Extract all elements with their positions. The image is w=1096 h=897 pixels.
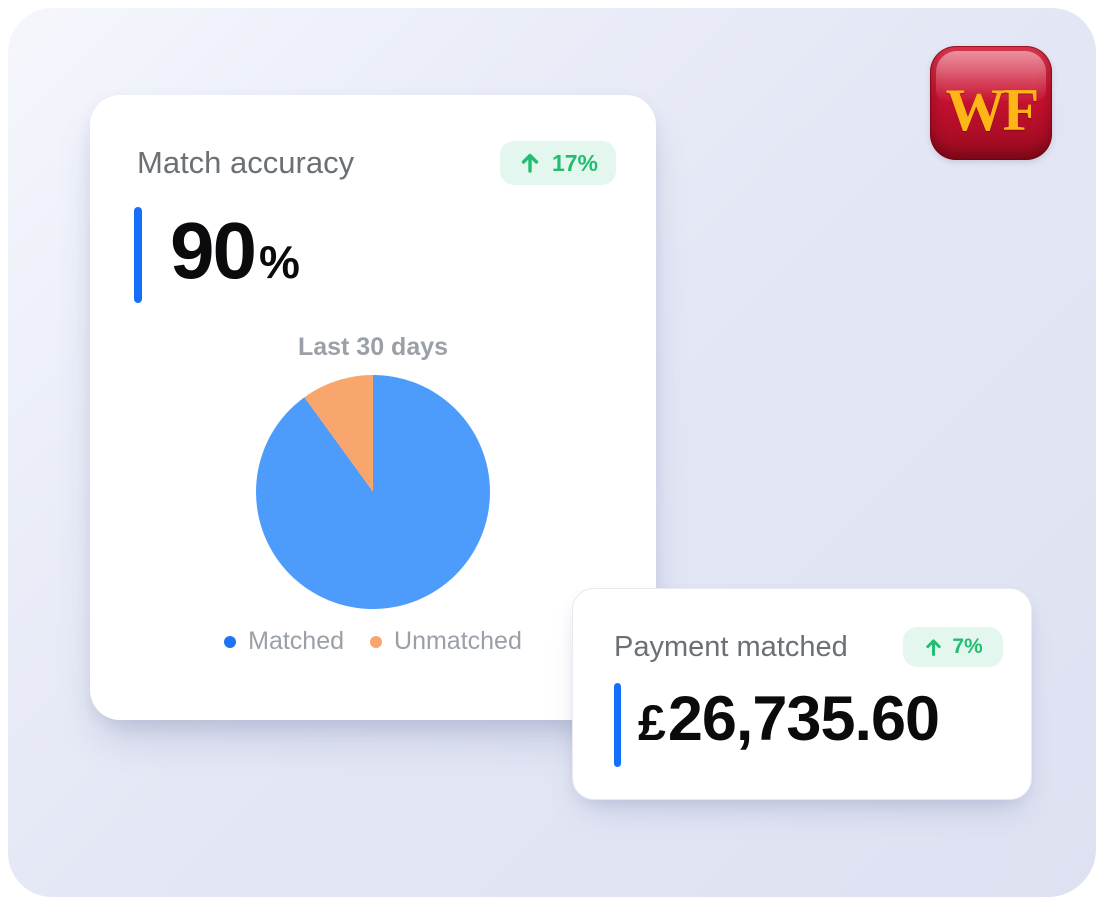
wells-fargo-logo: WF	[930, 46, 1052, 160]
match-accuracy-header: Match accuracy 17%	[137, 141, 616, 185]
pie-chart-legend: Matched Unmatched	[90, 627, 656, 656]
payment-matched-card: Payment matched 7% £ 26,735.60	[572, 588, 1032, 800]
accent-bar	[134, 207, 142, 303]
match-accuracy-value: 90 %	[170, 203, 300, 303]
arrow-up-icon	[923, 637, 944, 658]
match-accuracy-number: 90	[170, 206, 257, 295]
match-accuracy-card: Match accuracy 17% 90 % Last 30 days	[90, 95, 656, 720]
legend-item-matched: Matched	[224, 627, 344, 656]
payment-matched-trend-value: 7%	[952, 635, 983, 658]
pie-chart-title: Last 30 days	[297, 333, 449, 361]
legend-dot	[224, 635, 237, 648]
match-accuracy-unit: %	[258, 236, 300, 288]
legend-dot	[370, 635, 383, 648]
payment-matched-value: £ 26,735.60	[638, 677, 940, 767]
payment-matched-trend-badge: 7%	[903, 627, 1003, 667]
arrow-up-icon	[518, 151, 542, 175]
wells-fargo-logo-text: WF	[945, 77, 1040, 143]
legend-label-unmatched: Unmatched	[394, 627, 522, 655]
match-accuracy-title: Match accuracy	[137, 145, 355, 180]
payment-matched-metric: £ 26,735.60	[614, 683, 940, 767]
match-accuracy-trend-value: 17%	[551, 149, 599, 176]
payment-matched-title: Payment matched	[614, 630, 848, 663]
legend-item-unmatched: Unmatched	[370, 627, 522, 656]
payment-matched-header: Payment matched 7%	[614, 627, 1003, 667]
match-accuracy-metric: 90 %	[134, 206, 300, 303]
pie-chart	[256, 375, 490, 609]
accent-bar	[614, 683, 621, 767]
payment-matched-amount: 26,735.60	[667, 684, 940, 754]
currency-symbol: £	[638, 695, 666, 751]
legend-label-matched: Matched	[248, 627, 345, 655]
match-accuracy-trend-badge: 17%	[500, 141, 616, 185]
